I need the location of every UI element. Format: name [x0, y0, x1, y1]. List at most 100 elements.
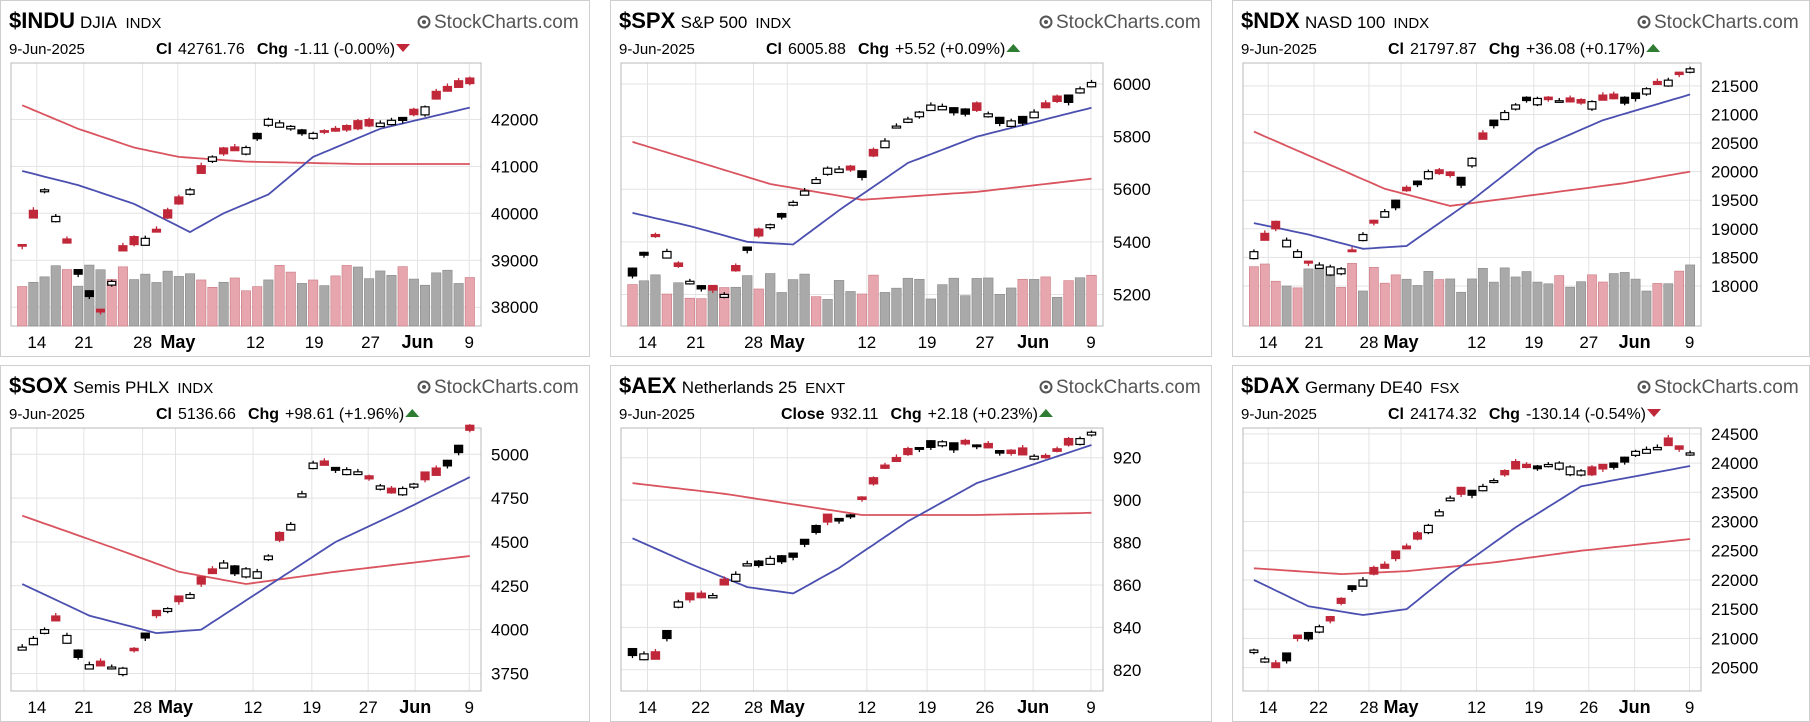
volume-bar: [1336, 287, 1347, 327]
candle: [983, 440, 993, 449]
y-tick-label: 5200: [1113, 285, 1151, 304]
symbol-label: $AEX: [619, 373, 677, 398]
candle: [1029, 454, 1039, 461]
candle: [398, 116, 408, 124]
y-tick-label: 22500: [1711, 542, 1758, 561]
volume-bar: [17, 286, 28, 327]
candle: [1391, 550, 1401, 562]
close-label: Cl: [1388, 41, 1404, 58]
candle: [420, 471, 430, 483]
symbol-label: $SPX: [619, 8, 676, 33]
candle: [386, 485, 397, 494]
candle: [1674, 445, 1684, 452]
volume-bar: [1532, 281, 1543, 327]
y-tick-label: 900: [1113, 491, 1141, 510]
volume-bar: [442, 269, 453, 327]
volume-bar: [937, 284, 948, 327]
volume-bar: [1423, 271, 1434, 327]
chart-panel-sox: $SOX Semis PHLX INDX StockCharts.com 9-Jun-2…: [0, 365, 590, 722]
candle: [822, 513, 833, 526]
candle: [1489, 119, 1499, 129]
volume-bar: [1368, 267, 1379, 327]
brand-label: StockCharts.com: [1056, 12, 1201, 33]
y-tick-label: 19000: [1711, 220, 1758, 239]
candle: [1456, 176, 1466, 189]
candle: [129, 235, 139, 247]
x-tick-label: 26: [975, 698, 994, 717]
x-tick-label: Jun: [399, 697, 431, 717]
candle: [765, 223, 775, 230]
candle: [650, 232, 661, 238]
volume-bar: [776, 292, 787, 327]
candles: [627, 79, 1097, 299]
stockcharts-logo-icon: [1637, 15, 1651, 29]
candle: [1282, 652, 1292, 664]
candle: [1587, 100, 1597, 111]
volume-bar: [117, 266, 128, 327]
chart-svg: $AEX Netherlands 25 ENXT StockCharts.com 9-J…: [619, 373, 1201, 717]
candle: [163, 607, 173, 614]
x-tick-label: Jun: [1619, 332, 1651, 352]
chart-svg: $SPX S&P 500 INDX StockCharts.com 9-Jun-2025…: [619, 8, 1201, 352]
x-tick-label: 9: [465, 333, 474, 352]
change-label: Chg: [858, 41, 889, 58]
candle: [696, 285, 707, 292]
volume-bar: [129, 279, 140, 327]
y-tick-label: 18500: [1711, 248, 1758, 267]
candle: [891, 454, 902, 463]
volume-bar: [252, 286, 263, 327]
candle: [949, 107, 959, 116]
candle: [1402, 185, 1412, 192]
volume-bar: [364, 278, 375, 327]
volume-bar: [375, 270, 386, 327]
volume-bar: [95, 269, 106, 327]
y-tick-label: 5400: [1113, 233, 1151, 252]
volume-bar: [397, 266, 408, 327]
volume-bar: [902, 277, 914, 327]
x-tick-label: Jun: [1017, 332, 1049, 352]
volume-bar: [1074, 277, 1086, 327]
candle: [719, 576, 730, 586]
close-value: 24174.32: [1410, 406, 1477, 423]
candle: [685, 592, 695, 603]
candle: [1423, 169, 1433, 180]
candle: [1500, 110, 1510, 121]
x-tick-label: 21: [686, 333, 705, 352]
candle: [1478, 483, 1488, 492]
candle: [140, 235, 150, 246]
date-label: 9-Jun-2025: [9, 41, 85, 58]
volume-bar: [673, 282, 684, 327]
candle: [431, 88, 441, 100]
index-name-label: S&P 500: [681, 13, 748, 32]
candle: [409, 107, 419, 117]
volume-bar: [1006, 287, 1017, 327]
candle: [685, 278, 695, 285]
change-label: Chg: [1489, 406, 1520, 423]
candle: [1271, 220, 1281, 232]
volume-bar: [28, 281, 39, 327]
candle: [719, 292, 730, 299]
volume-bar: [1641, 290, 1652, 327]
chart-svg: $NDX NASD 100 INDX StockCharts.com 9-Jun-202…: [1241, 8, 1799, 352]
volume-bar: [1619, 272, 1630, 327]
x-tick-label: 28: [133, 698, 152, 717]
candle: [960, 438, 971, 446]
candle: [84, 290, 94, 300]
candle: [1598, 92, 1608, 101]
volume-bar: [1051, 296, 1063, 327]
volume-bar: [719, 287, 730, 327]
y-tick-label: 21000: [1711, 629, 1758, 648]
candle: [73, 269, 83, 278]
candle: [174, 194, 184, 205]
candle: [1029, 109, 1039, 119]
candle: [431, 465, 441, 476]
candle: [1565, 95, 1575, 103]
volume-bar: [185, 273, 196, 327]
candle: [903, 446, 913, 456]
volume-bar: [891, 287, 902, 327]
candle: [375, 483, 385, 491]
chart-panel-dax: $DAX Germany DE40 FSX StockCharts.com 9-Jun-…: [1232, 365, 1810, 722]
y-tick-label: 820: [1113, 661, 1141, 680]
candle: [1576, 98, 1586, 105]
candle: [297, 128, 307, 136]
